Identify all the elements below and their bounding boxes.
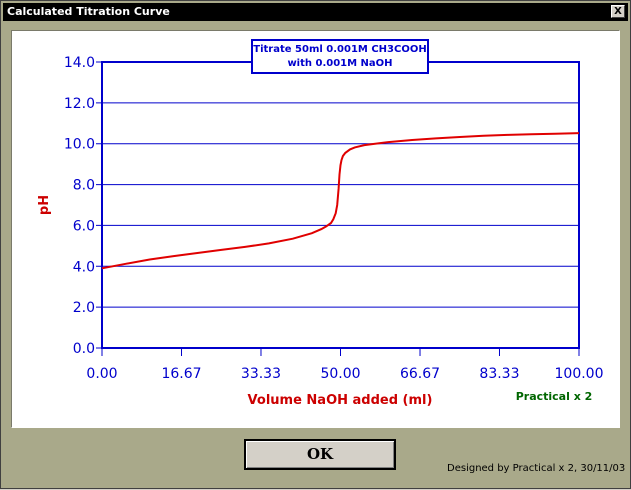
ok-button[interactable]: OK [244,439,396,470]
title-bar[interactable]: Calculated Titration Curve X [3,3,628,21]
y-tick-label: 14.0 [64,55,95,71]
x-tick-label: 100.00 [555,366,604,382]
chart-title-line-2: with 0.001M NaOH [287,58,392,69]
titration-curve-line [101,132,580,270]
y-tick-label: 10.0 [64,137,95,153]
annotation-practical: Practical x 2 [516,390,593,403]
chart-title-line-1: Titrate 50ml 0.001M CH3COOH [253,44,426,55]
close-icon: X [614,6,622,17]
x-tick-label: 50.00 [320,366,360,382]
y-tick-label: 0.0 [73,341,95,357]
x-tick-label: 33.33 [241,366,281,382]
chart-title-box [251,39,429,74]
x-axis-label: Volume NaOH added (ml) [248,393,433,408]
plot-frame [101,61,580,349]
chart-panel [11,30,620,428]
close-button[interactable]: X [611,5,625,18]
window-title: Calculated Titration Curve [7,5,170,18]
y-tick-label: 6.0 [73,218,95,234]
x-tick-label: 16.67 [161,366,201,382]
x-tick-label: 66.67 [400,366,440,382]
y-tick-label: 12.0 [64,96,95,112]
y-tick-labels: 0.0 2.0 4.0 6.0 8.0 10.0 12.0 14.0 [64,55,95,357]
designer-credit: Designed by Practical x 2, 30/11/03 [447,463,626,474]
y-tick-label: 8.0 [73,178,95,194]
y-tick-label: 4.0 [73,259,95,275]
y-axis-label: pH [37,195,52,215]
x-tick-label: 0.00 [86,366,117,382]
x-tick-label: 83.33 [479,366,519,382]
y-tick-label: 2.0 [73,300,95,316]
x-tick-labels: 0.00 16.67 33.33 50.00 66.67 83.33 100.00 [86,348,604,382]
